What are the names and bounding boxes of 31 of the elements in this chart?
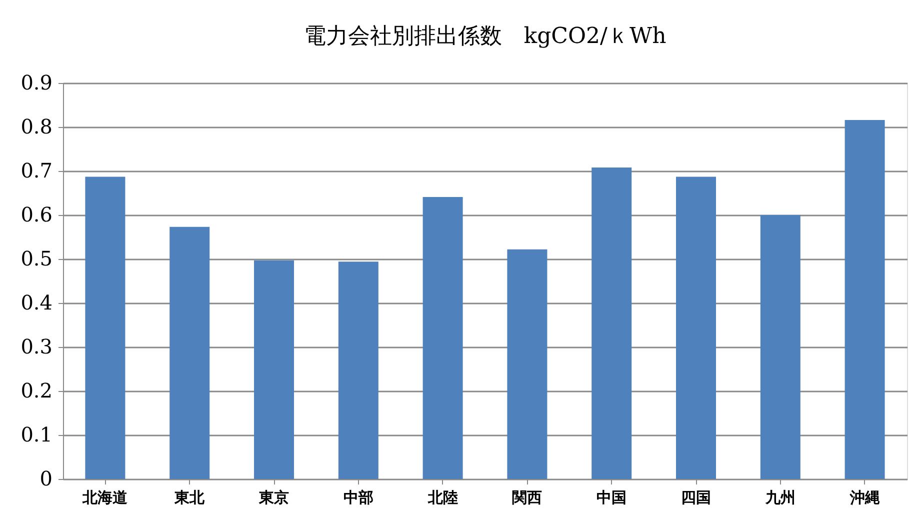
x-tick-label: 東北 (174, 488, 206, 506)
y-tick-label: 0.5 (20, 246, 52, 270)
x-tick-label: 北陸 (426, 488, 458, 506)
bar (338, 262, 378, 479)
bar (844, 120, 885, 479)
y-tick-label: 0.3 (20, 334, 52, 358)
bar (85, 176, 126, 479)
bar (170, 226, 210, 479)
bar (507, 249, 548, 479)
x-tick-label: 北海道 (82, 488, 129, 506)
x-tick-label: 中部 (343, 488, 374, 506)
y-tick-label: 0.4 (20, 290, 52, 314)
y-tick-label: 0.9 (20, 70, 52, 94)
y-tick-label: 0.1 (20, 422, 52, 446)
x-tick-label: 関西 (512, 488, 542, 506)
y-tick-label: 0 (40, 466, 52, 490)
x-tick-label: 沖縄 (848, 488, 880, 506)
bar (422, 196, 463, 479)
y-tick-label: 0.8 (20, 114, 52, 138)
bar (676, 176, 716, 479)
bar (760, 215, 800, 479)
chart-title: 電力会社別排出係数 kgCO2/ｋWh (304, 24, 666, 49)
bar (254, 260, 294, 479)
x-tick-label: 四国 (681, 488, 711, 506)
x-tick-label: 九州 (764, 488, 796, 506)
y-tick-label: 0.2 (20, 378, 52, 402)
y-tick-label: 0.6 (20, 202, 52, 226)
x-tick-label: 中国 (596, 488, 627, 506)
y-tick-label: 0.7 (20, 158, 52, 182)
bar (592, 167, 632, 479)
x-tick-label: 東京 (258, 488, 289, 506)
